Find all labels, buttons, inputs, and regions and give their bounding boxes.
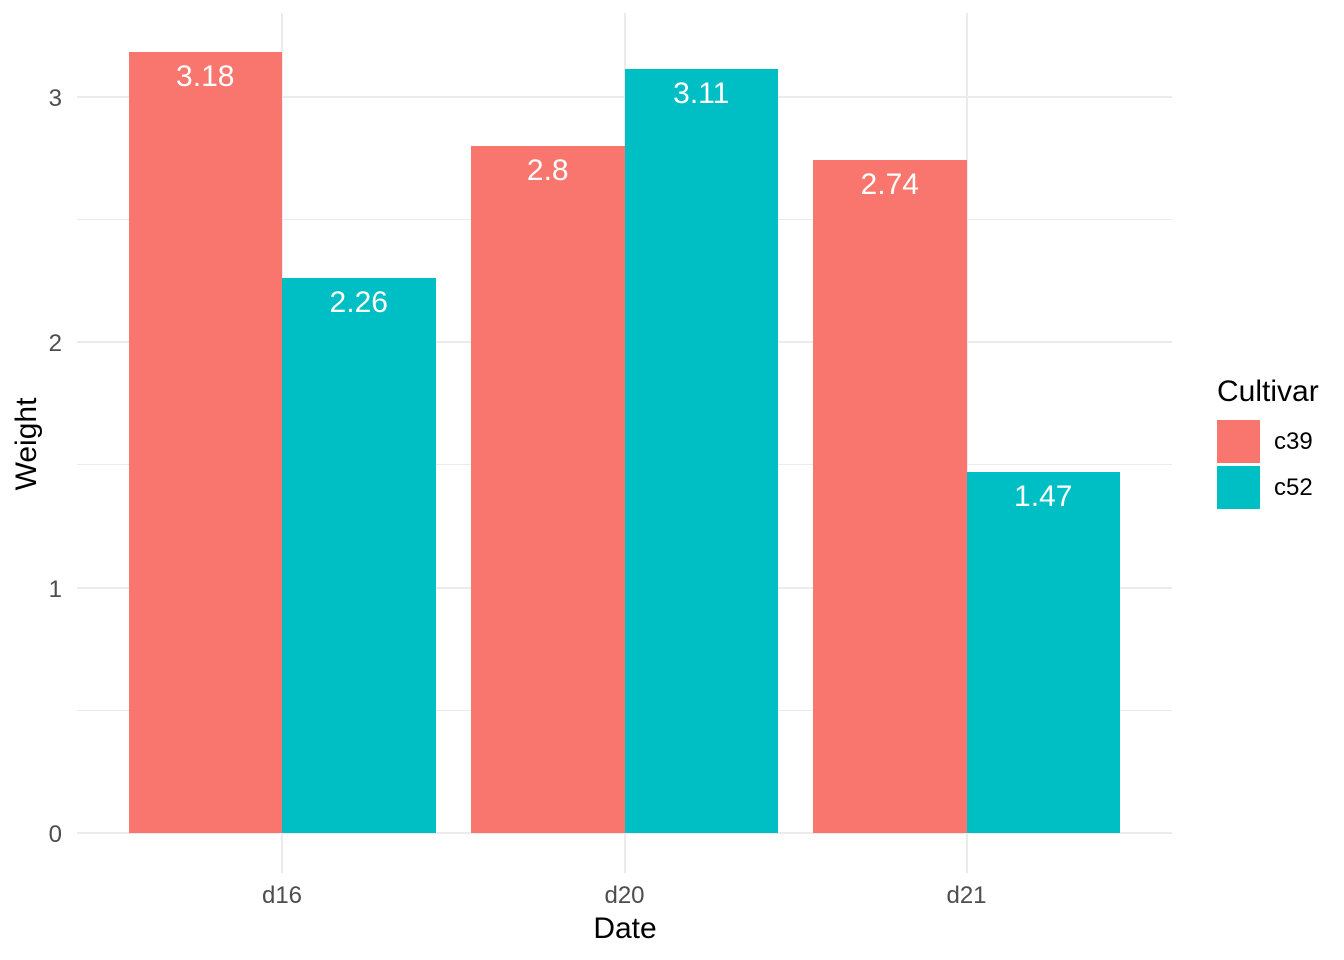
bar-d20-c52 xyxy=(624,69,778,833)
bar-d20-c39 xyxy=(471,145,625,833)
legend-title: Cultivar xyxy=(1217,375,1319,408)
legend-label-c39: c39 xyxy=(1274,427,1313,455)
y-tick-label-3: 3 xyxy=(48,84,62,112)
x-tick-label-d21: d21 xyxy=(946,882,987,909)
bar-value-label-d20-c52: 3.11 xyxy=(673,77,730,111)
bar-value-label-d21-c39: 2.74 xyxy=(860,168,919,202)
legend-label-c52: c52 xyxy=(1274,473,1313,501)
x-tick-label-d16: d16 xyxy=(261,882,303,909)
legend: Cultivar c39 c52 xyxy=(1217,376,1319,512)
major-gridline-x-d21 xyxy=(965,13,968,873)
bar-value-label-d16-c39: 3.18 xyxy=(176,60,235,94)
x-axis-title: Date xyxy=(593,912,657,945)
bar-d16-c39 xyxy=(128,52,282,833)
plot-panel: 3.18 2.8 2.74 2.26 3.11 1.47 xyxy=(77,13,1172,873)
bar-value-label-d16-c52: 2.26 xyxy=(329,286,388,320)
legend-entry-c52: c52 xyxy=(1217,466,1319,509)
y-axis-title: Weight xyxy=(10,397,43,491)
legend-entry-c39: c39 xyxy=(1217,420,1319,463)
y-tick-label-1: 1 xyxy=(48,575,62,603)
legend-swatch-c52 xyxy=(1217,466,1260,509)
bar-d16-c52 xyxy=(282,278,436,833)
bar-d21-c52 xyxy=(966,472,1120,833)
bar-d21-c39 xyxy=(813,160,967,833)
bar-value-label-d21-c52: 1.47 xyxy=(1014,480,1073,514)
y-tick-label-2: 2 xyxy=(48,330,62,357)
legend-swatch-c39 xyxy=(1217,420,1260,463)
x-tick-label-d20: d20 xyxy=(604,882,645,909)
bar-value-label-d20-c39: 2.8 xyxy=(526,153,569,187)
y-tick-label-0: 0 xyxy=(48,821,62,848)
